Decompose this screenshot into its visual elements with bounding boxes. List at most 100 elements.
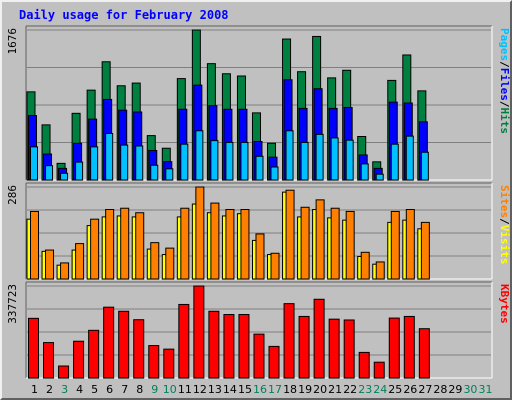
x-tick-label-day-18: 18	[283, 383, 297, 396]
kbytes-panel-bar-kbytes-day-23	[358, 351, 370, 379]
hits-files-pages-panel-bar-pages-day-13	[210, 140, 219, 181]
sites-visits-panel-bar-sites-day-7	[120, 207, 130, 280]
sites-visits-panel-bar-sites-day-9	[150, 242, 160, 280]
hits-files-pages-panel-legend-item-4: Hits	[498, 108, 510, 135]
kbytes-panel-bar-kbytes-day-20	[313, 298, 325, 379]
sites-visits-panel-bar-sites-day-11	[180, 207, 190, 280]
hits-files-pages-panel-bar-pages-day-26	[405, 135, 414, 181]
hits-files-pages-panel-bar-pages-day-27	[420, 151, 429, 181]
sites-visits-panel-bar-sites-day-6	[105, 209, 115, 280]
x-tick-label-day-27: 27	[418, 383, 432, 396]
sites-visits-panel: 286 Sites/Visits	[6, 182, 510, 280]
hits-files-pages-panel-bar-pages-day-4	[75, 161, 84, 181]
hits-files-pages-panel-legend-item-2: Files	[498, 68, 510, 101]
hits-files-pages-panel-legend-item-1: /	[498, 61, 510, 68]
hits-files-pages-panel-bar-pages-day-17	[270, 166, 279, 181]
kbytes-panel-bar-kbytes-day-3	[58, 365, 70, 379]
chart-title: Daily usage for February 2008	[19, 8, 229, 22]
sites-visits-panel-bar-sites-day-19	[300, 206, 310, 280]
kbytes-panel-bar-kbytes-day-16	[253, 333, 265, 379]
hits-files-pages-panel-ymax-label: 1676	[6, 28, 19, 55]
hits-files-pages-panel-legend-item-3: /	[498, 101, 510, 108]
x-tick-label-day-15: 15	[238, 383, 252, 396]
x-tick-label-day-22: 22	[343, 383, 357, 396]
hits-files-pages-panel-bar-pages-day-25	[390, 143, 399, 181]
x-tick-label-day-4: 4	[76, 383, 83, 396]
kbytes-panel-bar-kbytes-day-17	[268, 345, 280, 379]
hits-files-pages-panel-bar-pages-day-3	[60, 172, 69, 181]
sites-visits-panel-bar-sites-day-25	[390, 210, 400, 280]
kbytes-panel-bar-kbytes-day-1	[28, 317, 39, 379]
kbytes-panel: 337723 KBytes	[6, 281, 510, 379]
hits-files-pages-panel-bar-pages-day-7	[120, 144, 129, 181]
x-tick-label-day-25: 25	[388, 383, 402, 396]
sites-visits-panel-legend-item-2: Visits	[498, 225, 510, 265]
kbytes-panel-legend-item-0: KBytes	[498, 284, 510, 324]
x-tick-label-day-31: 31	[478, 383, 492, 396]
hits-files-pages-panel: 1676 Pages/Files/Hits	[6, 25, 510, 181]
sites-visits-panel-bar-sites-day-15	[240, 209, 250, 280]
x-tick-label-day-6: 6	[106, 383, 113, 396]
sites-visits-panel-bar-sites-day-10	[165, 247, 175, 280]
sites-visits-panel-bar-sites-day-16	[255, 233, 265, 280]
kbytes-panel-ymax-label: 337723	[6, 284, 19, 324]
x-tick-label-day-14: 14	[223, 383, 237, 396]
hits-files-pages-panel-bar-pages-day-24	[375, 173, 384, 181]
kbytes-panel-bar-kbytes-day-7	[118, 310, 130, 379]
kbytes-panel-bar-kbytes-day-13	[208, 310, 220, 379]
hits-files-pages-panel-bar-pages-day-15	[240, 141, 249, 181]
sites-visits-panel-bar-sites-day-3	[60, 262, 70, 280]
sites-visits-panel-legend-item-1: /	[498, 218, 510, 225]
x-tick-label-day-11: 11	[178, 383, 192, 396]
sites-visits-panel-bar-sites-day-22	[345, 210, 355, 280]
x-tick-label-day-23: 23	[358, 383, 372, 396]
kbytes-panel-bar-kbytes-day-27	[418, 328, 430, 379]
x-tick-label-day-20: 20	[313, 383, 327, 396]
kbytes-panel-bar-kbytes-day-10	[163, 348, 175, 379]
x-tick-label-day-5: 5	[91, 383, 98, 396]
x-tick-label-day-29: 29	[448, 383, 462, 396]
sites-visits-panel-bar-sites-day-24	[375, 261, 385, 280]
hits-files-pages-panel-bar-pages-day-12	[195, 130, 204, 181]
kbytes-panel-bar-kbytes-day-19	[298, 315, 310, 379]
sites-visits-panel-bar-sites-day-1	[30, 210, 39, 280]
kbytes-panel-bar-kbytes-day-5	[88, 329, 100, 379]
sites-visits-panel-bar-sites-day-4	[75, 243, 85, 280]
kbytes-panel-bar-kbytes-day-25	[388, 317, 400, 379]
x-tick-label-day-3: 3	[61, 383, 68, 396]
kbytes-panel-bar-kbytes-day-26	[403, 315, 415, 379]
sites-visits-panel-bar-sites-day-21	[330, 207, 340, 280]
x-tick-label-day-30: 30	[463, 383, 477, 396]
sites-visits-panel-bar-sites-day-23	[360, 251, 370, 280]
kbytes-panel-bar-kbytes-day-6	[103, 306, 115, 379]
x-tick-label-day-10: 10	[163, 383, 177, 396]
x-tick-label-day-16: 16	[253, 383, 267, 396]
sites-visits-panel-bar-sites-day-13	[210, 202, 220, 280]
x-tick-label-day-8: 8	[136, 383, 143, 396]
kbytes-panel-bar-kbytes-day-14	[223, 314, 235, 379]
kbytes-panel-bar-kbytes-day-18	[283, 303, 295, 379]
hits-files-pages-panel-bar-pages-day-16	[255, 155, 264, 181]
x-tick-label-day-2: 2	[46, 383, 53, 396]
x-tick-label-day-17: 17	[268, 383, 282, 396]
x-tick-label-day-7: 7	[121, 383, 128, 396]
hits-files-pages-panel-bar-pages-day-11	[180, 143, 189, 181]
kbytes-panel-bar-kbytes-day-24	[373, 361, 385, 379]
sites-visits-panel-bar-sites-day-20	[315, 199, 325, 280]
x-tick-label-day-13: 13	[208, 383, 222, 396]
x-tick-label-day-21: 21	[328, 383, 342, 396]
sites-visits-panel-legend: Sites/Visits	[498, 185, 510, 265]
hits-files-pages-panel-bar-pages-day-18	[285, 130, 294, 181]
hits-files-pages-panel-bar-pages-day-20	[315, 133, 324, 181]
hits-files-pages-panel-bar-pages-day-14	[225, 141, 234, 181]
kbytes-panel-legend: KBytes	[498, 284, 510, 324]
x-tick-label-day-1: 1	[31, 383, 38, 396]
hits-files-pages-panel-bar-pages-day-6	[105, 132, 114, 181]
sites-visits-panel-legend-item-0: Sites	[498, 185, 510, 218]
sites-visits-panel-bar-sites-day-12	[195, 186, 205, 280]
kbytes-panel-bar-kbytes-day-2	[43, 342, 55, 379]
x-tick-label-day-26: 26	[403, 383, 417, 396]
